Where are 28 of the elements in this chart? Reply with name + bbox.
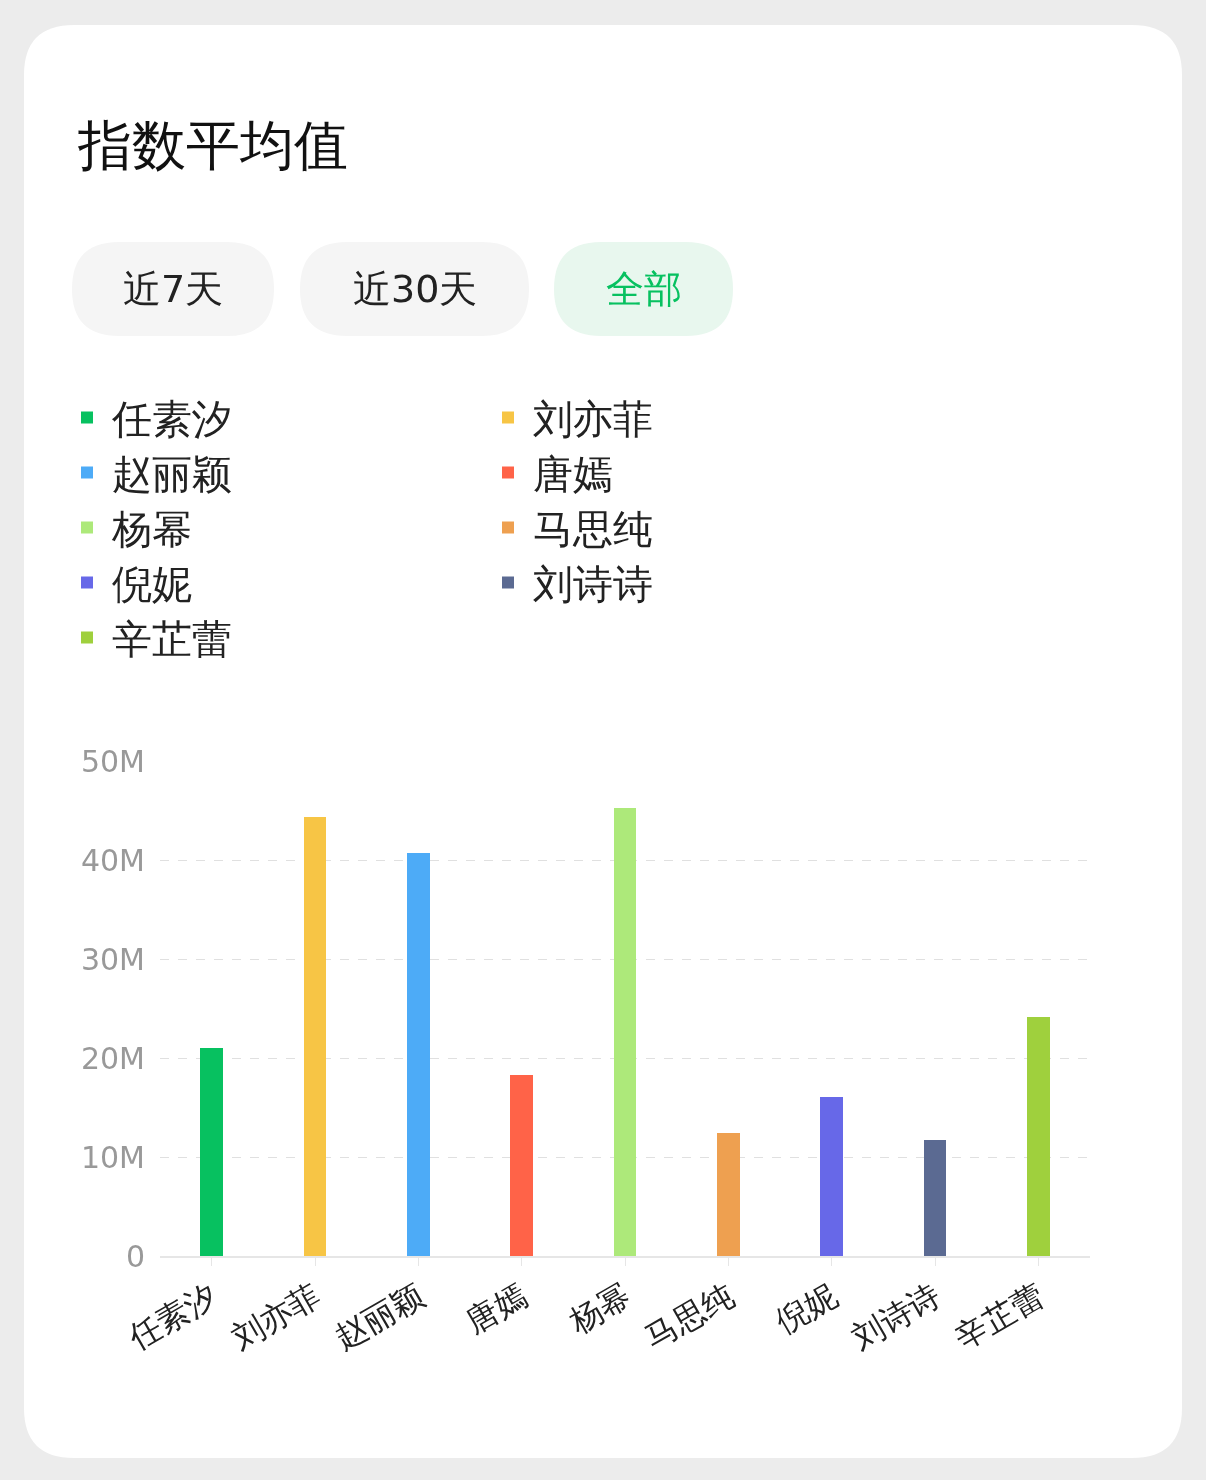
text: 近30天 bbox=[353, 267, 478, 311]
legend-label: 倪妮 bbox=[112, 561, 192, 608]
legend-label: 赵丽颖 bbox=[112, 451, 232, 498]
legend-label: 唐嫣 bbox=[533, 451, 613, 498]
x-tick-label: 杨幂 bbox=[561, 1276, 637, 1342]
x-tick-label: 辛芷蕾 bbox=[948, 1276, 1051, 1358]
text: 近7天 bbox=[123, 267, 224, 311]
x-tick-label: 倪妮 bbox=[769, 1276, 844, 1342]
x-tick-label: 马思纯 bbox=[638, 1276, 741, 1358]
legend-label: 辛芷蕾 bbox=[112, 616, 232, 663]
x-tick-label: 唐嫣 bbox=[459, 1276, 534, 1342]
legend-label: 刘诗诗 bbox=[533, 561, 653, 608]
x-tick-label: 刘亦菲 bbox=[224, 1276, 327, 1358]
legend-label: 任素汐 bbox=[111, 396, 232, 443]
y-tick-label: 10M bbox=[80, 1139, 145, 1175]
legend-label: 马思纯 bbox=[533, 506, 653, 553]
y-tick-label: 0 bbox=[125, 1238, 145, 1274]
legend-label: 杨幂 bbox=[111, 506, 192, 553]
y-tick-label: 50M bbox=[80, 743, 145, 779]
x-tick-label: 刘诗诗 bbox=[844, 1276, 947, 1358]
legend-label: 刘亦菲 bbox=[533, 396, 653, 443]
y-tick-label: 20M bbox=[80, 1040, 145, 1076]
x-tick-label: 任素汐 bbox=[120, 1276, 224, 1358]
y-tick-label: 40M bbox=[80, 842, 145, 878]
y-tick-label: 30M bbox=[80, 941, 145, 977]
x-tick-label: 赵丽颖 bbox=[328, 1276, 431, 1358]
text: 全部 bbox=[606, 267, 682, 311]
chart-title: 指数平均值 bbox=[77, 114, 348, 177]
